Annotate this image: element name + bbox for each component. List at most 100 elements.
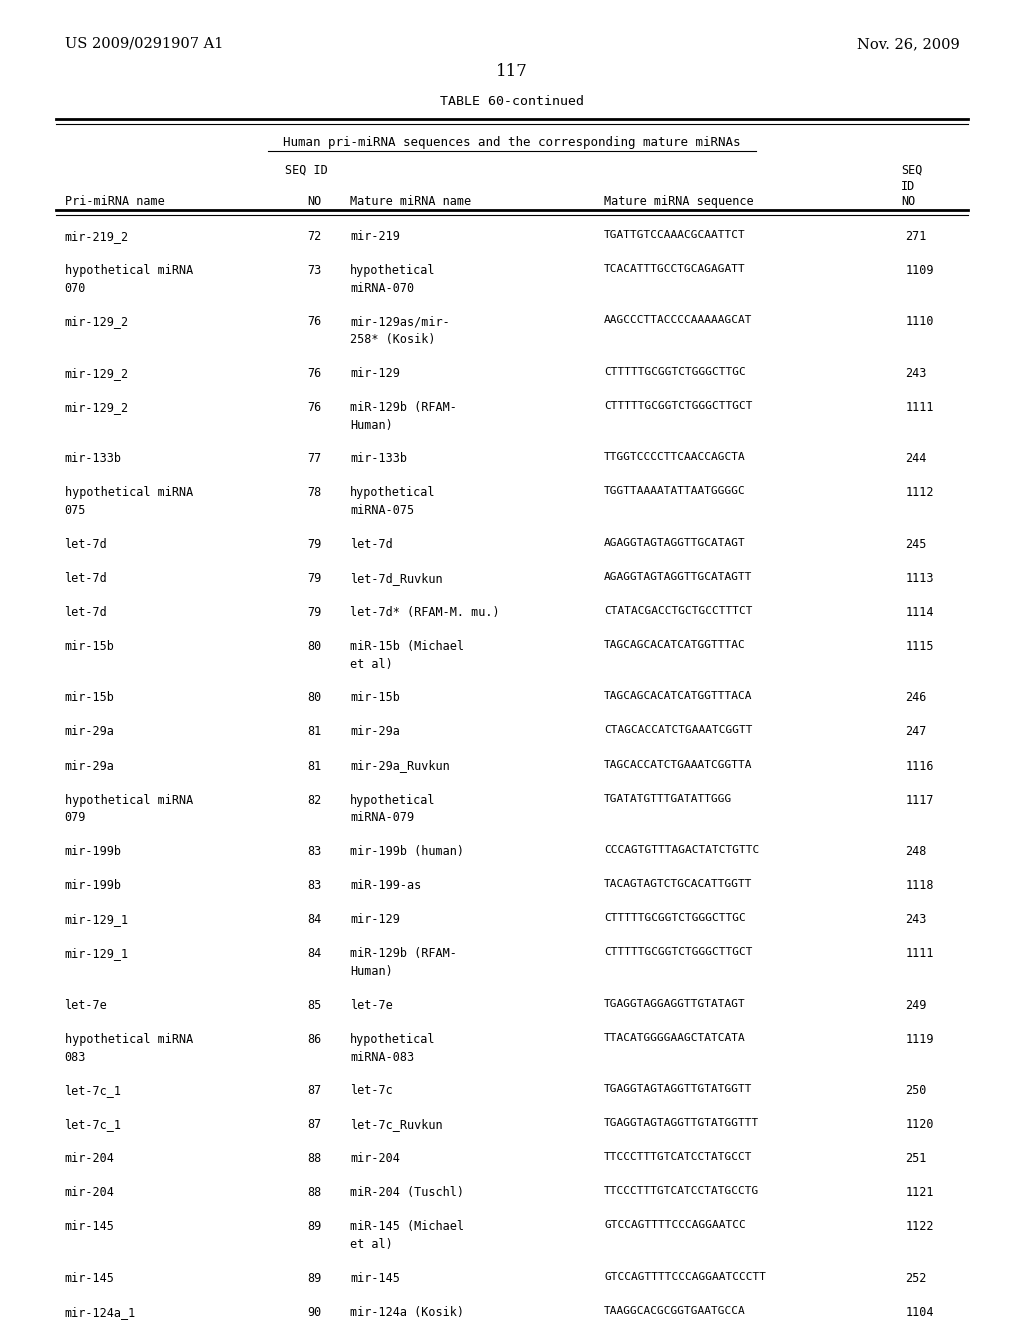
Text: mir-29a: mir-29a bbox=[350, 726, 400, 738]
Text: SEQ: SEQ bbox=[901, 164, 923, 177]
Text: 1111: 1111 bbox=[905, 401, 934, 413]
Text: mir-145: mir-145 bbox=[65, 1221, 115, 1233]
Text: NO: NO bbox=[307, 195, 322, 209]
Text: let-7c_1: let-7c_1 bbox=[65, 1118, 122, 1131]
Text: 89: 89 bbox=[307, 1221, 322, 1233]
Text: AGAGGTAGTAGGTTGCATAGT: AGAGGTAGTAGGTTGCATAGT bbox=[604, 537, 745, 548]
Text: mir-133b: mir-133b bbox=[350, 453, 408, 465]
Text: 78: 78 bbox=[307, 486, 322, 499]
Text: mir-129: mir-129 bbox=[350, 367, 400, 380]
Text: 83: 83 bbox=[307, 879, 322, 892]
Text: TGATATGTTTGATATTGGG: TGATATGTTTGATATTGGG bbox=[604, 793, 732, 804]
Text: 252: 252 bbox=[905, 1272, 927, 1284]
Text: let-7d* (RFAM-M. mu.): let-7d* (RFAM-M. mu.) bbox=[350, 606, 500, 619]
Text: et al): et al) bbox=[350, 1238, 393, 1251]
Text: TGATTGTCCAAACGCAATTCT: TGATTGTCCAAACGCAATTCT bbox=[604, 230, 745, 240]
Text: mir-129_2: mir-129_2 bbox=[65, 367, 129, 380]
Text: TAGCAGCACATCATGGTTTAC: TAGCAGCACATCATGGTTTAC bbox=[604, 640, 745, 649]
Text: hypothetical: hypothetical bbox=[350, 793, 435, 807]
Text: 249: 249 bbox=[905, 999, 927, 1011]
Text: miR-199-as: miR-199-as bbox=[350, 879, 422, 892]
Text: 76: 76 bbox=[307, 367, 322, 380]
Text: 251: 251 bbox=[905, 1152, 927, 1166]
Text: TGAGGTAGTAGGTTGTATGGTT: TGAGGTAGTAGGTTGTATGGTT bbox=[604, 1084, 753, 1094]
Text: let-7c_Ruvkun: let-7c_Ruvkun bbox=[350, 1118, 442, 1131]
Text: TTCCCTTTGTCATCCTATGCCTG: TTCCCTTTGTCATCCTATGCCTG bbox=[604, 1187, 760, 1196]
Text: 1118: 1118 bbox=[905, 879, 934, 892]
Text: 1122: 1122 bbox=[905, 1221, 934, 1233]
Text: hypothetical miRNA: hypothetical miRNA bbox=[65, 264, 193, 277]
Text: mir-133b: mir-133b bbox=[65, 453, 122, 465]
Text: 075: 075 bbox=[65, 504, 86, 517]
Text: TTCCCTTTGTCATCCTATGCCT: TTCCCTTTGTCATCCTATGCCT bbox=[604, 1152, 753, 1163]
Text: CTTTTTGCGGTCTGGGCTTGC: CTTTTTGCGGTCTGGGCTTGC bbox=[604, 367, 745, 376]
Text: let-7d_Ruvkun: let-7d_Ruvkun bbox=[350, 572, 442, 585]
Text: miRNA-079: miRNA-079 bbox=[350, 812, 415, 825]
Text: CCCAGTGTTTAGACTATCTGTTC: CCCAGTGTTTAGACTATCTGTTC bbox=[604, 845, 760, 855]
Text: mir-15b: mir-15b bbox=[65, 692, 115, 705]
Text: 1110: 1110 bbox=[905, 315, 934, 329]
Text: 87: 87 bbox=[307, 1118, 322, 1131]
Text: TCACATTTGCCTGCAGAGATT: TCACATTTGCCTGCAGAGATT bbox=[604, 264, 745, 273]
Text: 1109: 1109 bbox=[905, 264, 934, 277]
Text: CTTTTTGCGGTCTGGGCTTGC: CTTTTTGCGGTCTGGGCTTGC bbox=[604, 913, 745, 923]
Text: 243: 243 bbox=[905, 913, 927, 927]
Text: TABLE 60-continued: TABLE 60-continued bbox=[440, 95, 584, 108]
Text: mir-204: mir-204 bbox=[350, 1152, 400, 1166]
Text: ID: ID bbox=[901, 180, 915, 193]
Text: TAGCACCATCTGAAATCGGTTA: TAGCACCATCTGAAATCGGTTA bbox=[604, 759, 753, 770]
Text: AAGCCCTTACCCCAAAAAGCAT: AAGCCCTTACCCCAAAAAGCAT bbox=[604, 315, 753, 325]
Text: Nov. 26, 2009: Nov. 26, 2009 bbox=[857, 37, 959, 51]
Text: 81: 81 bbox=[307, 759, 322, 772]
Text: 84: 84 bbox=[307, 948, 322, 960]
Text: TACAGTAGTCTGCACATTGGTT: TACAGTAGTCTGCACATTGGTT bbox=[604, 879, 753, 890]
Text: mir-199b (human): mir-199b (human) bbox=[350, 845, 464, 858]
Text: TGAGGTAGGAGGTTGTATAGT: TGAGGTAGGAGGTTGTATAGT bbox=[604, 999, 745, 1008]
Text: 070: 070 bbox=[65, 281, 86, 294]
Text: hypothetical miRNA: hypothetical miRNA bbox=[65, 793, 193, 807]
Text: et al): et al) bbox=[350, 657, 393, 671]
Text: let-7d: let-7d bbox=[350, 537, 393, 550]
Text: 72: 72 bbox=[307, 230, 322, 243]
Text: 117: 117 bbox=[496, 63, 528, 81]
Text: TAAGGCACGCGGTGAATGCCA: TAAGGCACGCGGTGAATGCCA bbox=[604, 1305, 745, 1316]
Text: 247: 247 bbox=[905, 726, 927, 738]
Text: hypothetical: hypothetical bbox=[350, 486, 435, 499]
Text: NO: NO bbox=[901, 195, 915, 209]
Text: Human pri-miRNA sequences and the corresponding mature miRNAs: Human pri-miRNA sequences and the corres… bbox=[284, 136, 740, 149]
Text: mir-29a_Ruvkun: mir-29a_Ruvkun bbox=[350, 759, 450, 772]
Text: 88: 88 bbox=[307, 1187, 322, 1200]
Text: let-7e: let-7e bbox=[350, 999, 393, 1011]
Text: mir-204: mir-204 bbox=[65, 1152, 115, 1166]
Text: 79: 79 bbox=[307, 537, 322, 550]
Text: hypothetical miRNA: hypothetical miRNA bbox=[65, 486, 193, 499]
Text: 246: 246 bbox=[905, 692, 927, 705]
Text: miRNA-083: miRNA-083 bbox=[350, 1051, 415, 1064]
Text: 244: 244 bbox=[905, 453, 927, 465]
Text: hypothetical: hypothetical bbox=[350, 1032, 435, 1045]
Text: 1114: 1114 bbox=[905, 606, 934, 619]
Text: 76: 76 bbox=[307, 315, 322, 329]
Text: 1116: 1116 bbox=[905, 759, 934, 772]
Text: mir-29a: mir-29a bbox=[65, 726, 115, 738]
Text: 248: 248 bbox=[905, 845, 927, 858]
Text: 89: 89 bbox=[307, 1272, 322, 1284]
Text: TTGGTCCCCTTCAACCAGCTA: TTGGTCCCCTTCAACCAGCTA bbox=[604, 453, 745, 462]
Text: TAGCAGCACATCATGGTTTACA: TAGCAGCACATCATGGTTTACA bbox=[604, 692, 753, 701]
Text: mir-29a: mir-29a bbox=[65, 759, 115, 772]
Text: 77: 77 bbox=[307, 453, 322, 465]
Text: 73: 73 bbox=[307, 264, 322, 277]
Text: hypothetical: hypothetical bbox=[350, 264, 435, 277]
Text: mir-15b: mir-15b bbox=[350, 692, 400, 705]
Text: CTATACGACCTGCTGCCTTTCT: CTATACGACCTGCTGCCTTTCT bbox=[604, 606, 753, 616]
Text: 258* (Kosik): 258* (Kosik) bbox=[350, 333, 435, 346]
Text: miR-15b (Michael: miR-15b (Michael bbox=[350, 640, 464, 653]
Text: 80: 80 bbox=[307, 640, 322, 653]
Text: Pri-miRNA name: Pri-miRNA name bbox=[65, 195, 164, 209]
Text: 1121: 1121 bbox=[905, 1187, 934, 1200]
Text: Human): Human) bbox=[350, 965, 393, 978]
Text: miR-204 (Tuschl): miR-204 (Tuschl) bbox=[350, 1187, 464, 1200]
Text: let-7d: let-7d bbox=[65, 572, 108, 585]
Text: let-7c_1: let-7c_1 bbox=[65, 1084, 122, 1097]
Text: TTACATGGGGAAGCTATCATA: TTACATGGGGAAGCTATCATA bbox=[604, 1032, 745, 1043]
